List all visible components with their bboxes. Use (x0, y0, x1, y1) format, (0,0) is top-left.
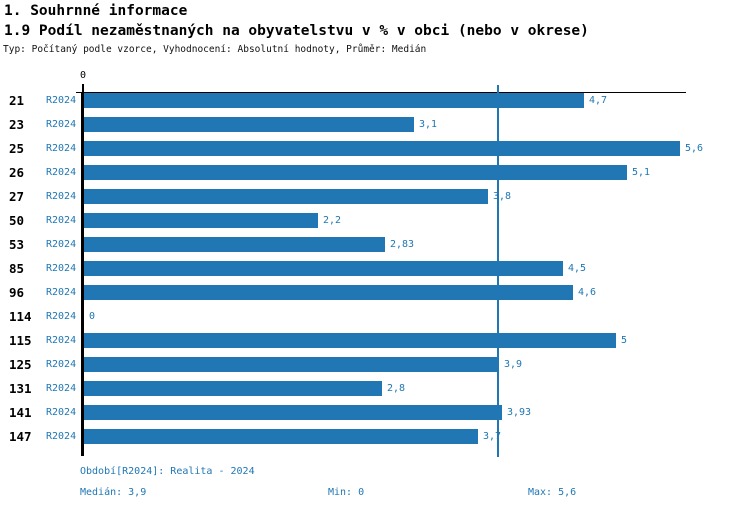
bar (84, 429, 478, 444)
category-label: 141 (9, 405, 32, 420)
x-axis-zero-tick-mark (82, 84, 84, 92)
top-axis-line (76, 92, 686, 93)
bar-value-label: 2,2 (323, 215, 342, 226)
bar (84, 117, 414, 132)
section-title: 1. Souhrnné informace (4, 3, 188, 19)
bar (84, 357, 499, 372)
period-label: R2024 (46, 431, 77, 442)
category-label: 115 (9, 333, 32, 348)
y-axis-line (81, 92, 84, 456)
category-label: 27 (9, 189, 25, 204)
chart-meta-info: Typ: Počítaný podle vzorce, Vyhodnocení:… (3, 44, 427, 55)
period-label: R2024 (46, 95, 77, 106)
bar-value-label: 5 (621, 335, 628, 346)
x-axis-zero-tick-label: 0 (79, 70, 87, 81)
category-label: 125 (9, 357, 32, 372)
bar-value-label: 3,8 (493, 191, 512, 202)
category-label: 25 (9, 141, 25, 156)
bar-row: 25 R2024 5,6 (0, 141, 750, 156)
bar (84, 189, 488, 204)
bar-row: 147 R2024 3,7 (0, 429, 750, 444)
category-label: 147 (9, 429, 32, 444)
bar (84, 237, 385, 252)
bar (84, 405, 502, 420)
bar-value-label: 2,83 (390, 239, 415, 250)
bar (84, 165, 627, 180)
bar-value-label: 3,93 (507, 407, 532, 418)
bar-value-label: 3,9 (504, 359, 523, 370)
category-label: 53 (9, 237, 25, 252)
footer-min-stat: Min: 0 (328, 487, 365, 498)
bar-value-label: 5,1 (632, 167, 651, 178)
footer-period-info: Období[R2024]: Realita - 2024 (80, 466, 255, 477)
bar (84, 333, 616, 348)
bar-row: 115 R2024 5 (0, 333, 750, 348)
bar-row: 21 R2024 4,7 (0, 93, 750, 108)
bar (84, 261, 563, 276)
period-label: R2024 (46, 335, 77, 346)
bar-row: 23 R2024 3,1 (0, 117, 750, 132)
chart-title: 1.9 Podíl nezaměstnaných na obyvatelstvu… (4, 23, 589, 39)
bar-row: 125 R2024 3,9 (0, 357, 750, 372)
period-label: R2024 (46, 287, 77, 298)
bar-row: 53 R2024 2,83 (0, 237, 750, 252)
period-label: R2024 (46, 143, 77, 154)
bar-row: 50 R2024 2,2 (0, 213, 750, 228)
bar-value-label: 0 (89, 311, 96, 322)
category-label: 131 (9, 381, 32, 396)
bar-value-label: 4,5 (568, 263, 587, 274)
bar (84, 285, 573, 300)
bar-row: 131 R2024 2,8 (0, 381, 750, 396)
bar-row: 114 R2024 0 (0, 309, 750, 324)
bar-value-label: 3,1 (419, 119, 438, 130)
category-label: 85 (9, 261, 25, 276)
category-label: 26 (9, 165, 25, 180)
period-label: R2024 (46, 383, 77, 394)
bar-value-label: 5,6 (685, 143, 704, 154)
bar-row: 85 R2024 4,5 (0, 261, 750, 276)
bar (84, 381, 382, 396)
category-label: 23 (9, 117, 25, 132)
bar-value-label: 3,7 (483, 431, 502, 442)
period-label: R2024 (46, 311, 77, 322)
period-label: R2024 (46, 119, 77, 130)
category-label: 21 (9, 93, 25, 108)
period-label: R2024 (46, 407, 77, 418)
footer-max-stat: Max: 5,6 (528, 487, 577, 498)
period-label: R2024 (46, 191, 77, 202)
category-label: 50 (9, 213, 25, 228)
bar-value-label: 4,7 (589, 95, 608, 106)
bar-value-label: 4,6 (578, 287, 597, 298)
category-label: 96 (9, 285, 25, 300)
period-label: R2024 (46, 215, 77, 226)
bar-row: 141 R2024 3,93 (0, 405, 750, 420)
bar-row: 27 R2024 3,8 (0, 189, 750, 204)
bar (84, 93, 584, 108)
bar-row: 26 R2024 5,1 (0, 165, 750, 180)
footer-median-stat: Medián: 3,9 (80, 487, 147, 498)
bar (84, 141, 680, 156)
period-label: R2024 (46, 167, 77, 178)
period-label: R2024 (46, 263, 77, 274)
period-label: R2024 (46, 359, 77, 370)
bar (84, 213, 318, 228)
bar-row: 96 R2024 4,6 (0, 285, 750, 300)
period-label: R2024 (46, 239, 77, 250)
category-label: 114 (9, 309, 32, 324)
bar-value-label: 2,8 (387, 383, 406, 394)
